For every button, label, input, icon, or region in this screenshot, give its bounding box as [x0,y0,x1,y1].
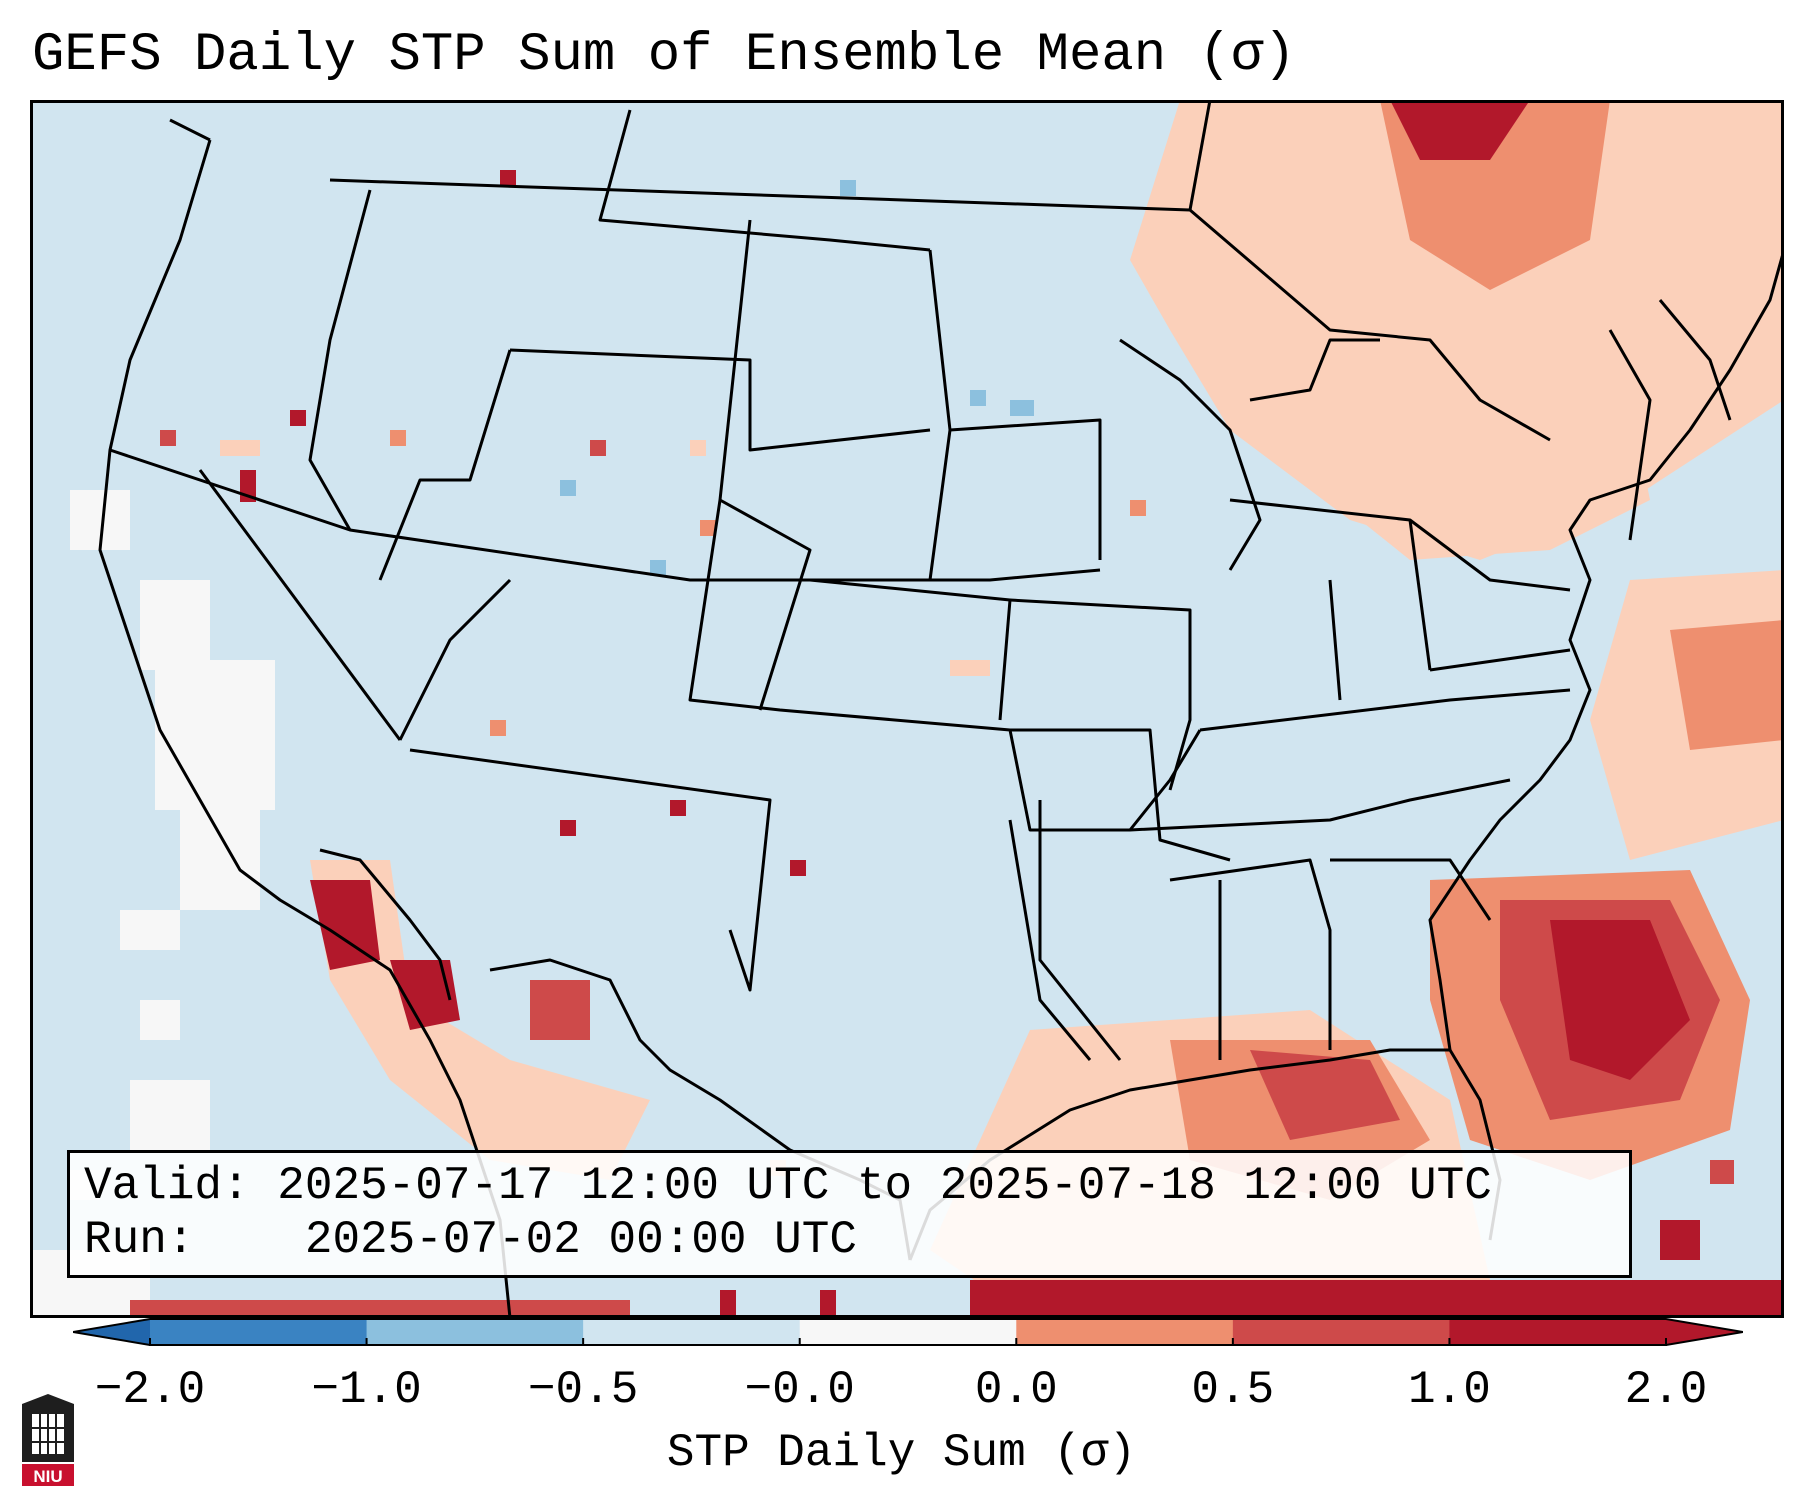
colorbar-tick-label: 0.0 [974,1364,1058,1416]
colorbar-tick-label: −2.0 [94,1364,206,1416]
colorbar-extend-high [1666,1319,1743,1345]
colorbar-segment [1016,1319,1234,1345]
logo-text: NIU [33,1467,62,1486]
colorbar-label: STP Daily Sum (σ) [666,1427,1137,1479]
colorbar-segment [366,1319,584,1345]
colorbar-segment [583,1319,801,1345]
colorbar-tick-label: −0.5 [527,1364,639,1416]
valid-run-box: Valid: 2025-07-17 12:00 UTC to 2025-07-1… [67,1150,1632,1278]
colorbar-segments [73,1319,1743,1345]
map-border [30,100,1784,1318]
scattered-anomaly-pixels [160,170,1734,1318]
stp-map [30,100,1784,1318]
valid-value: 2025-07-17 12:00 UTC to 2025-07-18 12:00… [277,1160,1492,1212]
run-value: 2025-07-02 00:00 UTC [304,1214,857,1266]
valid-line: Valid: 2025-07-17 12:00 UTC to 2025-07-1… [84,1161,1492,1211]
colorbar-extend-low [73,1319,150,1345]
run-line: Run: 2025-07-02 00:00 UTC [84,1215,857,1265]
colorbar [73,1318,1743,1346]
colorbar-tick-label: −0.0 [744,1364,855,1416]
colorbar-tick-label: −1.0 [311,1364,422,1416]
colorbar-segment [1232,1319,1450,1345]
run-label: Run: [84,1214,195,1266]
colorbar-segment [150,1319,368,1345]
colorbar-tick-label: 2.0 [1624,1364,1708,1416]
colorbar-segment [1449,1319,1667,1345]
colorbar-outline [73,1318,1743,1346]
colorbar-tick-label: 1.0 [1408,1364,1491,1416]
university-seal-icon: NIU [22,1394,74,1486]
map-panel [30,100,1784,1323]
map-title: GEFS Daily STP Sum of Ensemble Mean (σ) [32,25,1296,86]
colorbar-tick-label: 0.5 [1191,1364,1275,1416]
valid-label: Valid: [84,1160,250,1212]
state-boundaries [98,100,1784,1318]
colorbar-segment [799,1319,1017,1345]
